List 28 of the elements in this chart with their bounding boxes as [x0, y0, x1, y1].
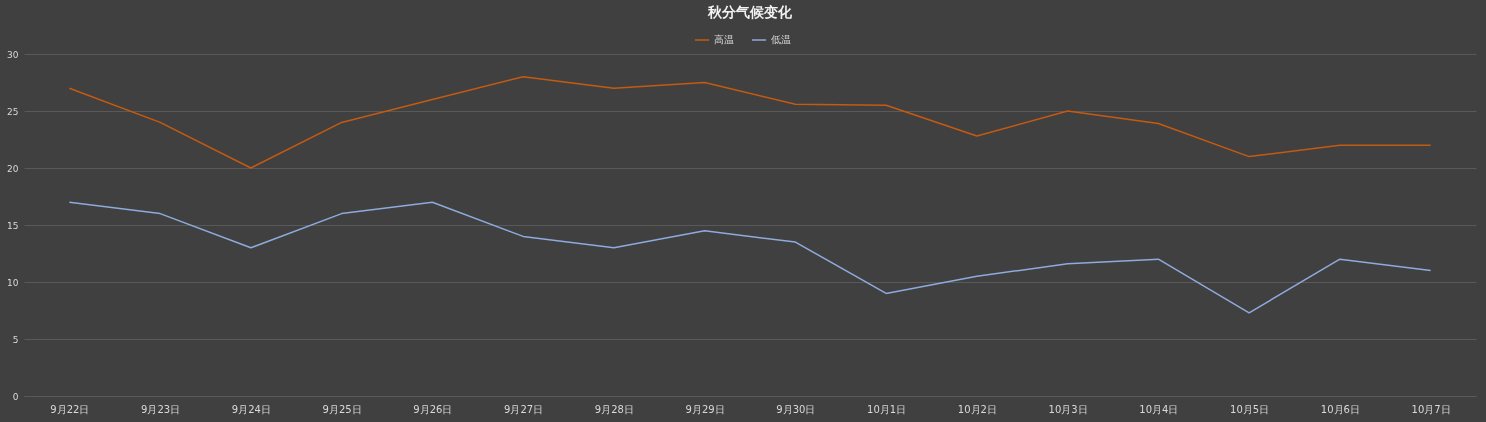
x-tick-label: 10月5日 [1230, 403, 1270, 415]
x-tick-label: 9月22日 [50, 403, 90, 415]
x-tick-label: 9月29日 [685, 403, 725, 415]
x-tick-label: 9月27日 [504, 403, 544, 415]
y-tick-label: 5 [12, 334, 19, 345]
y-tick-label: 20 [7, 163, 19, 174]
chart-title: 秋分气候变化 [707, 4, 793, 20]
y-tick-label: 10 [7, 277, 19, 288]
x-tick-label: 10月6日 [1320, 403, 1360, 415]
x-tick-label: 10月4日 [1139, 403, 1179, 415]
legend-label: 低温 [771, 34, 791, 45]
y-tick-label: 25 [7, 106, 19, 117]
x-tick-label: 9月24日 [231, 403, 271, 415]
legend-label: 高温 [714, 34, 734, 45]
y-tick-label: 15 [7, 220, 19, 231]
y-tick-label: 0 [12, 391, 19, 402]
y-tick-label: 30 [7, 49, 19, 60]
x-tick-label: 9月26日 [413, 403, 453, 415]
x-tick-label: 9月28日 [594, 403, 634, 415]
line-series [68, 201, 1432, 314]
x-tick-label: 10月7日 [1411, 403, 1451, 415]
line-series [68, 76, 1432, 169]
x-tick-label: 9月30日 [776, 403, 816, 415]
x-tick-label: 10月3日 [1048, 403, 1088, 415]
x-tick-label: 10月2日 [957, 403, 997, 415]
x-tick-label: 9月25日 [322, 403, 362, 415]
x-tick-label: 9月23日 [141, 403, 181, 415]
x-tick-label: 10月1日 [867, 403, 907, 415]
